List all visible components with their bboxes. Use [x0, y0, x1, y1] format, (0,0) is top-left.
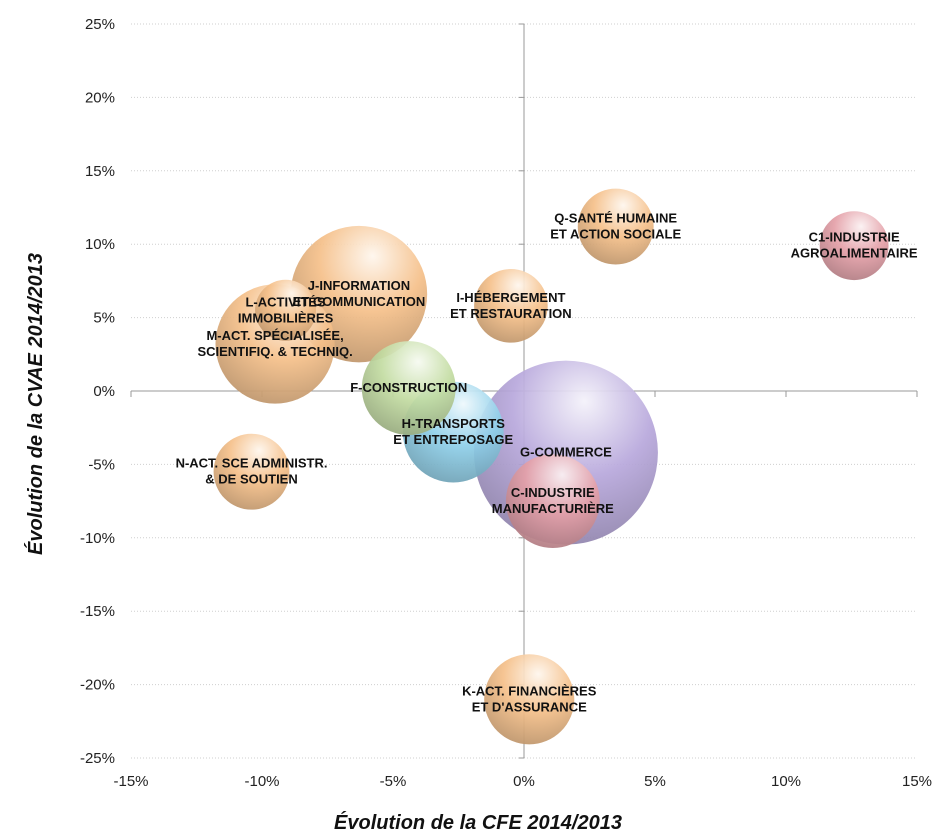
bubble [361, 341, 456, 435]
bubble-label: ET COMMUNICATION [293, 294, 426, 309]
y-tick-label: -10% [80, 530, 115, 547]
bubble-label: Q-SANTÉ HUMAINE [554, 211, 677, 226]
y-axis-title: Évolution de la CVAE 2014/2013 [24, 253, 47, 555]
y-tick-label: 15% [85, 163, 115, 180]
bubble-label: N-ACT. SCE ADMINISTR. [176, 456, 328, 471]
bubble [505, 454, 600, 549]
bubble-label: SCIENTIFIQ. & TECHNIQ. [197, 344, 352, 359]
bubble-label: I-HÉBERGEMENT [456, 290, 565, 305]
bubble-label: F-CONSTRUCTION [350, 380, 467, 395]
bubble [484, 654, 575, 745]
bubble-label: ET ACTION SOCIALE [550, 227, 681, 242]
y-tick-label: 0% [93, 383, 115, 400]
x-tick-label: -15% [113, 773, 148, 790]
bubble-label: K-ACT. FINANCIÈRES [462, 683, 597, 698]
bubble [474, 269, 548, 343]
x-tick-label: -5% [380, 773, 407, 790]
y-tick-label: -25% [80, 750, 115, 767]
x-tick-label: 15% [902, 773, 932, 790]
bubble-label: MANUFACTURIÈRE [492, 501, 614, 516]
tick-labels: -15% -10% -5% 0% 5% 10% 15% 25% 20% 15% 10% 5% 0% -5%… [80, 16, 932, 790]
y-tick-label: -20% [80, 677, 115, 694]
x-tick-label: 10% [771, 773, 801, 790]
bubble-label: ET ENTREPOSAGE [393, 432, 513, 447]
bubble-label: H-TRANSPORTS [402, 416, 506, 431]
bubble-label: C1-INDUSTRIE [809, 230, 900, 245]
x-tick-label: -10% [244, 773, 279, 790]
bubble [819, 211, 889, 281]
y-tick-label: 5% [93, 310, 115, 327]
y-tick-label: -5% [88, 456, 115, 473]
bubble [213, 433, 290, 510]
bubble-label: G-COMMERCE [520, 445, 612, 460]
bubble-label: C-INDUSTRIE [511, 485, 595, 500]
bubbles [213, 188, 889, 745]
bubble-label: AGROALIMENTAIRE [791, 246, 918, 261]
bubble-label: J-INFORMATION [308, 278, 410, 293]
y-tick-label: 20% [85, 89, 115, 106]
bubble [577, 188, 654, 265]
bubble-label: & DE SOUTIEN [205, 472, 297, 487]
bubble [255, 279, 317, 341]
bubble-label: M-ACT. SPÉCIALISÉE, [206, 328, 343, 343]
y-tick-label: -15% [80, 603, 115, 620]
bubble-label: L-ACTIVITÉS [245, 294, 325, 309]
y-tick-label: 10% [85, 236, 115, 253]
x-tick-label: 5% [644, 773, 666, 790]
y-tick-label: 25% [85, 16, 115, 33]
bubble-label: IMMOBILIÈRES [238, 310, 334, 325]
bubble-label: ET D'ASSURANCE [472, 699, 587, 714]
x-axis-title: Évolution de la CFE 2014/2013 [334, 811, 622, 834]
x-tick-label: 0% [513, 773, 535, 790]
bubble-label: ET RESTAURATION [450, 306, 572, 321]
